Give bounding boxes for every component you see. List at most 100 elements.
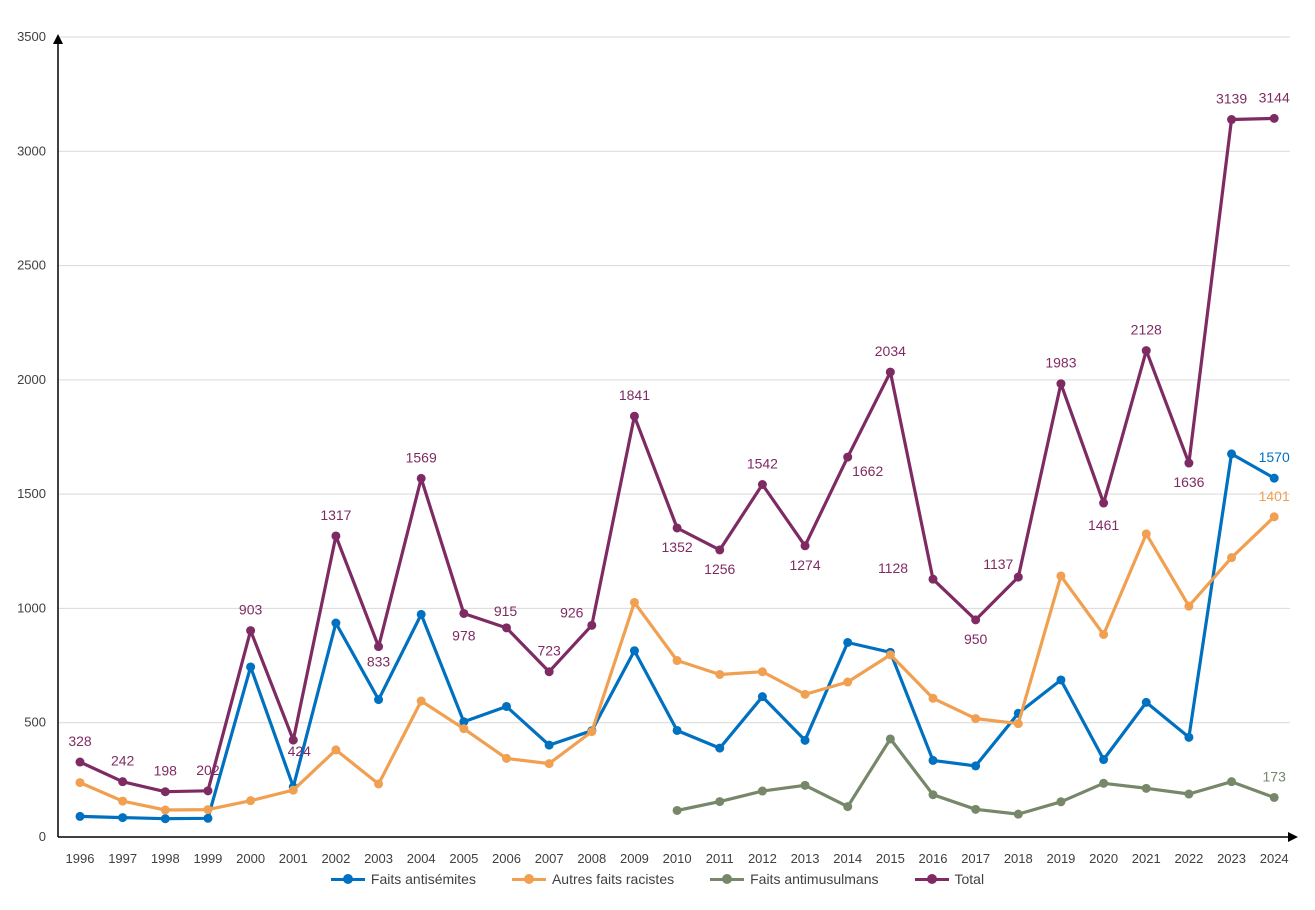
- data-point-total: [203, 786, 213, 796]
- data-point-autres-faits-racistes: [1141, 529, 1151, 539]
- data-point-faits-antis-mites: [800, 735, 810, 745]
- data-point-total: [629, 411, 639, 421]
- x-tick-label: 2006: [492, 851, 521, 866]
- data-label-total: 3139: [1216, 91, 1247, 107]
- data-point-autres-faits-racistes: [160, 805, 170, 815]
- data-point-total: [160, 787, 170, 797]
- legend-swatch: [914, 873, 949, 884]
- data-point-total: [288, 735, 298, 745]
- legend-label: Faits antimusulmans: [750, 871, 879, 887]
- data-point-autres-faits-racistes: [1227, 553, 1237, 563]
- data-point-autres-faits-racistes: [1013, 719, 1023, 729]
- data-point-total: [885, 367, 895, 377]
- x-tick-label: 2014: [833, 851, 862, 866]
- x-tick-label: 2009: [620, 851, 649, 866]
- x-tick-label: 2007: [535, 851, 564, 866]
- legend-item-autres-racistes: Autres faits racistes: [511, 871, 674, 887]
- data-point-faits-antimusulmans: [757, 786, 767, 796]
- data-point-total: [374, 642, 384, 652]
- data-label-total: 1461: [1088, 517, 1119, 533]
- data-point-faits-antis-mites: [1141, 697, 1151, 707]
- y-tick-label: 500: [24, 715, 46, 730]
- data-point-autres-faits-racistes: [544, 759, 554, 769]
- x-tick-label: 2020: [1089, 851, 1118, 866]
- series-line-faits-antimusulmans: [676, 737, 1275, 816]
- data-label-total: 723: [537, 643, 561, 659]
- data-point-faits-antimusulmans: [1184, 789, 1194, 799]
- data-point-total: [1184, 458, 1194, 468]
- data-point-total: [672, 523, 682, 533]
- y-axis-arrow: [53, 34, 63, 44]
- data-label-total: 3144: [1259, 89, 1290, 105]
- data-point-total: [971, 615, 981, 625]
- data-point-faits-antis-mites: [544, 740, 554, 750]
- data-point-faits-antis-mites: [1099, 755, 1109, 765]
- data-point-autres-faits-racistes: [1184, 601, 1194, 611]
- data-point-faits-antimusulmans: [843, 802, 853, 812]
- x-tick-label: 1998: [151, 851, 180, 866]
- y-tick-label: 3500: [17, 29, 46, 44]
- x-tick-label: 2013: [791, 851, 820, 866]
- data-point-faits-antimusulmans: [1056, 797, 1066, 807]
- data-label-total: 1983: [1045, 355, 1076, 371]
- data-point-total: [75, 757, 85, 767]
- legend-swatch: [511, 873, 546, 884]
- data-point-faits-antis-mites: [843, 637, 853, 647]
- y-tick-label: 2000: [17, 372, 46, 387]
- y-axis-tick-labels: 0 500 1000 1500 2000 2500 3000 3500: [17, 29, 46, 844]
- x-tick-label: 2019: [1046, 851, 1075, 866]
- data-point-autres-faits-racistes: [885, 650, 895, 660]
- x-axis-tick-labels: 1996 1997 1998 1999 2000 2001 2002 2003 2004 2005…: [66, 851, 1289, 866]
- x-tick-label: 2016: [919, 851, 948, 866]
- legend-swatch: [330, 873, 365, 884]
- legend-item-antimusulmans: Faits antimusulmans: [710, 871, 879, 887]
- data-point-faits-antimusulmans: [1141, 783, 1151, 793]
- data-point-faits-antis-mites: [1227, 449, 1237, 459]
- data-label-total: 328: [68, 733, 92, 749]
- x-tick-label: 2018: [1004, 851, 1033, 866]
- data-point-total: [1099, 498, 1109, 508]
- data-point-faits-antimusulmans: [1269, 792, 1279, 802]
- data-label-total: 2034: [875, 343, 906, 359]
- data-point-faits-antis-mites: [672, 725, 682, 735]
- data-point-faits-antimusulmans: [1099, 778, 1109, 788]
- data-point-total: [416, 473, 426, 483]
- data-label-total: 1636: [1173, 474, 1204, 490]
- data-point-autres-faits-racistes: [971, 714, 981, 724]
- y-tick-label: 0: [39, 829, 46, 844]
- series-line-faits-antis-mites: [79, 452, 1275, 821]
- data-label-total: 1274: [789, 557, 820, 573]
- data-point-autres-faits-racistes: [587, 727, 597, 737]
- data-label-total: 926: [560, 604, 584, 620]
- x-tick-label: 2015: [876, 851, 905, 866]
- y-tick-label: 2500: [17, 258, 46, 273]
- legend-item-antisemites: Faits antisémites: [330, 871, 476, 887]
- data-point-autres-faits-racistes: [928, 693, 938, 703]
- data-point-faits-antis-mites: [1056, 675, 1066, 685]
- x-tick-label: 1997: [108, 851, 137, 866]
- data-label-total: 1137: [983, 556, 1013, 572]
- data-point-total: [246, 626, 256, 636]
- x-tick-label: 2022: [1174, 851, 1203, 866]
- x-tick-label: 2021: [1132, 851, 1161, 866]
- data-label-faits-antimusulmans: 173: [1263, 768, 1287, 784]
- data-point-faits-antimusulmans: [715, 797, 725, 807]
- data-point-total: [757, 480, 767, 490]
- data-label-total: 1662: [852, 463, 883, 479]
- data-point-total: [928, 574, 938, 584]
- data-point-autres-faits-racistes: [374, 779, 384, 789]
- data-label-total: 202: [196, 762, 220, 778]
- data-point-faits-antimusulmans: [1013, 809, 1023, 819]
- data-point-total: [331, 531, 341, 541]
- data-point-autres-faits-racistes: [843, 677, 853, 687]
- data-point-faits-antimusulmans: [971, 804, 981, 814]
- x-tick-label: 2002: [321, 851, 350, 866]
- data-point-total: [1141, 346, 1151, 356]
- x-tick-label: 2000: [236, 851, 265, 866]
- y-tick-label: 1000: [17, 600, 46, 615]
- x-tick-label: 2017: [961, 851, 990, 866]
- data-point-autres-faits-racistes: [416, 696, 426, 706]
- data-point-total: [800, 541, 810, 551]
- data-point-faits-antis-mites: [459, 717, 469, 727]
